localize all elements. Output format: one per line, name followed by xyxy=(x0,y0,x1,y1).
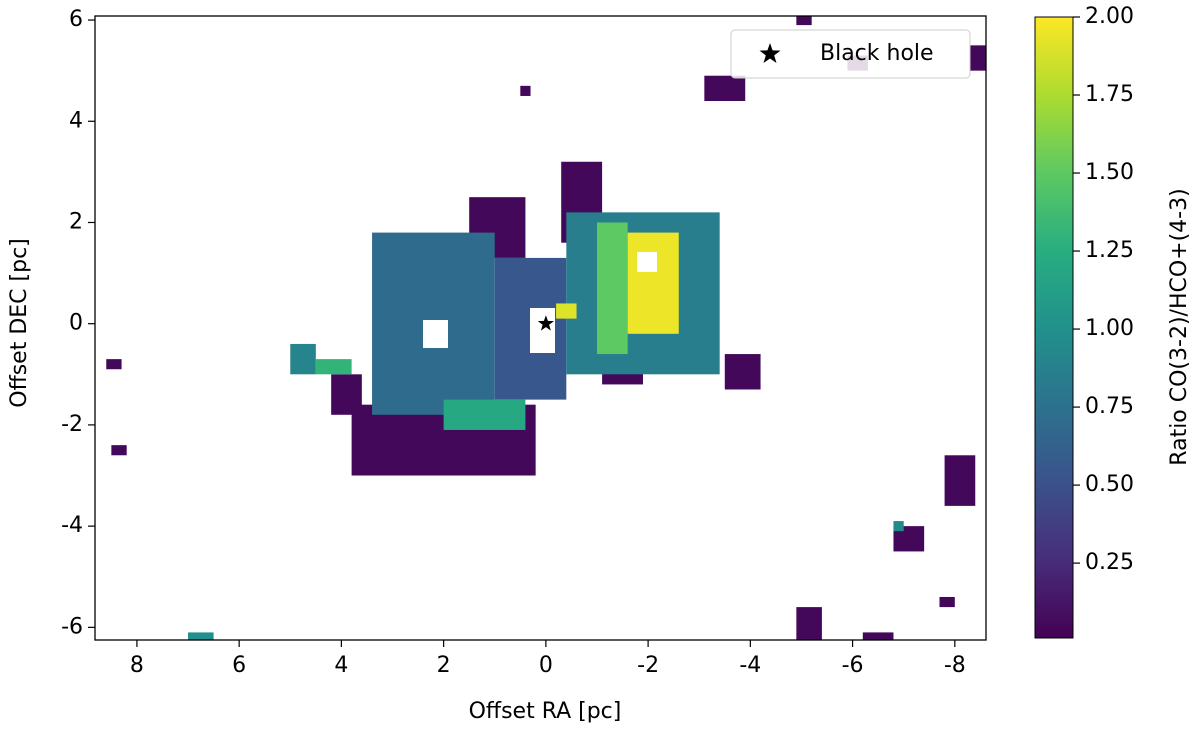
y-tick-label: -4 xyxy=(61,513,83,538)
cell xyxy=(796,16,812,26)
y-tick-label: -2 xyxy=(61,412,83,437)
heatmap xyxy=(106,16,986,640)
cell xyxy=(724,354,761,390)
x-tick-label: -4 xyxy=(739,653,761,678)
cell xyxy=(111,445,127,456)
cell xyxy=(970,45,986,71)
colorbar-tick-label: 1.00 xyxy=(1085,316,1134,341)
cell xyxy=(290,343,316,375)
cell xyxy=(188,632,214,640)
cell xyxy=(443,399,526,430)
y-tick-label: 2 xyxy=(69,209,83,234)
y-tick-label: 0 xyxy=(69,311,83,336)
colorbar-tick-label: 0.25 xyxy=(1085,550,1134,575)
legend: Black hole xyxy=(730,29,971,79)
legend-marker xyxy=(759,43,781,63)
x-tick-label: -8 xyxy=(944,653,966,678)
cell xyxy=(106,359,122,370)
x-axis-label: Offset RA [pc] xyxy=(469,699,622,724)
cell xyxy=(704,75,746,102)
x-tick-label: 4 xyxy=(334,653,348,678)
y-axis-label: Offset DEC [pc] xyxy=(7,238,32,408)
x-tick-label: 8 xyxy=(130,653,144,678)
cell xyxy=(944,455,976,506)
colorbar-tick-label: 1.75 xyxy=(1085,82,1134,107)
x-tick-label: 2 xyxy=(437,653,451,678)
cell xyxy=(862,632,894,640)
cell xyxy=(520,85,531,96)
y-tick-label: 4 xyxy=(69,108,83,133)
x-tick-label: -2 xyxy=(637,653,659,678)
x-tick-label: -6 xyxy=(842,653,864,678)
hole xyxy=(530,308,555,353)
colorbar-tick-label: 2.00 xyxy=(1085,4,1134,29)
cell xyxy=(556,303,577,319)
cell xyxy=(796,607,822,640)
colorbar-tick-label: 0.50 xyxy=(1085,472,1134,497)
no-data-holes xyxy=(423,252,657,353)
hole xyxy=(637,252,657,272)
plot-frame xyxy=(94,15,987,641)
cell xyxy=(596,222,628,355)
colorbar-tick-label: 1.50 xyxy=(1085,160,1134,185)
hole xyxy=(423,320,448,348)
colorbar-label: Ratio CO(3-2)/HCO+(4-3) xyxy=(1167,188,1192,465)
cell xyxy=(331,374,362,415)
black-hole-marker xyxy=(537,315,554,331)
colorbar xyxy=(1034,16,1074,639)
cell xyxy=(939,596,955,608)
colorbar-tick-label: 1.25 xyxy=(1085,238,1134,263)
legend-label: Black hole xyxy=(820,41,934,66)
y-tick-label: 6 xyxy=(69,7,83,32)
cell xyxy=(627,232,679,334)
colorbar-tick-label: 0.75 xyxy=(1085,394,1134,419)
x-tick-label: 0 xyxy=(539,653,553,678)
x-tick-label: 6 xyxy=(232,653,246,678)
legend-box xyxy=(730,29,971,79)
y-tick-label: -6 xyxy=(61,614,83,639)
cell xyxy=(893,521,904,532)
cell xyxy=(315,359,352,375)
